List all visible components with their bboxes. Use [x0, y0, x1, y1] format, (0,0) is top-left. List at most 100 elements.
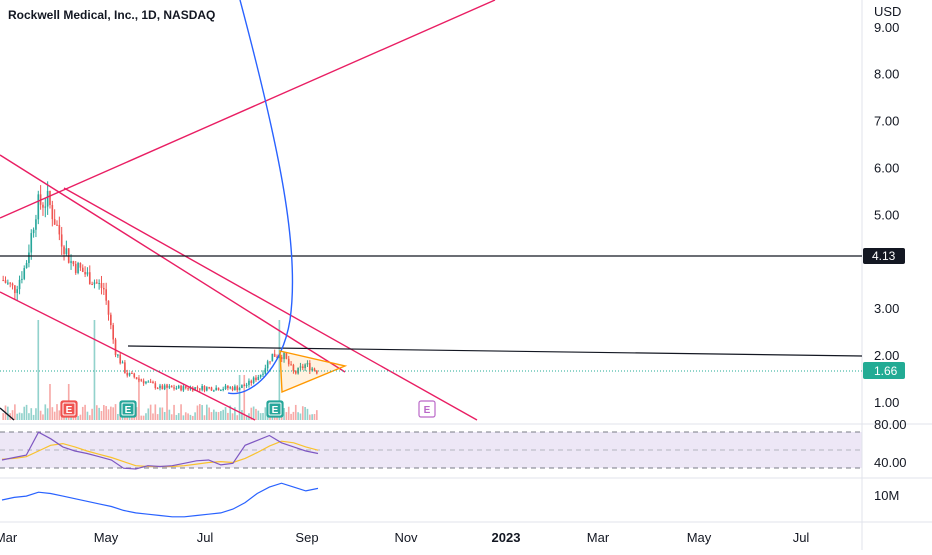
- pink-trendline-channel[interactable]: [63, 187, 478, 421]
- volume-bar: [2, 413, 4, 420]
- volume-bars: [2, 320, 318, 420]
- time-tick-7: May: [687, 530, 712, 545]
- volume-bar: [180, 404, 182, 420]
- candle-body: [138, 379, 140, 381]
- volume-bar: [266, 414, 269, 420]
- volume-bar: [91, 408, 93, 420]
- candle-body: [236, 386, 239, 391]
- volume-bar: [114, 404, 117, 420]
- candle-body: [301, 366, 304, 369]
- volume-bar: [163, 411, 166, 420]
- candle-body: [60, 234, 63, 247]
- rsi-band: [0, 432, 862, 468]
- volume-bar: [262, 413, 264, 420]
- candle-body: [299, 366, 302, 368]
- volume-bar: [100, 411, 103, 420]
- earnings-label-2: E: [272, 405, 279, 416]
- volume-bar: [105, 406, 107, 420]
- candle-body: [184, 386, 187, 389]
- rsi-tick-0: 80.00: [874, 417, 907, 432]
- time-tick-2: Jul: [197, 530, 214, 545]
- candle-body: [273, 353, 276, 357]
- candle-body: [114, 339, 117, 356]
- volume-bar: [213, 409, 215, 420]
- candle-body: [210, 387, 213, 391]
- candle-body: [86, 272, 89, 275]
- earnings-marker-3[interactable]: E: [418, 400, 436, 418]
- volume-bar: [236, 415, 239, 420]
- candle-body: [121, 362, 124, 364]
- volume-bar: [259, 413, 262, 420]
- candle-body: [245, 384, 248, 386]
- volume-bar: [313, 414, 316, 420]
- candle-body: [42, 204, 44, 208]
- volume-bar: [35, 408, 37, 420]
- candle-body: [196, 387, 199, 389]
- volume-bar: [53, 411, 56, 420]
- candles: [2, 181, 318, 393]
- volume-bar: [170, 414, 173, 420]
- volume-bar: [103, 405, 105, 420]
- price-tick-5: 3.00: [874, 301, 899, 316]
- candle-body: [306, 363, 309, 365]
- volume-bar: [283, 408, 285, 420]
- candle-body: [269, 361, 271, 363]
- volume-bar: [297, 412, 299, 420]
- candle-body: [91, 284, 93, 286]
- volume-bar: [222, 409, 225, 420]
- time-tick-3: Sep: [295, 530, 318, 545]
- candle-body: [4, 280, 7, 283]
- chart-title-text: Rockwell Medical, Inc., 1D, NASDAQ: [8, 8, 216, 22]
- candle-body: [107, 300, 110, 315]
- currency-label: USD: [874, 4, 901, 19]
- volume-bar: [14, 404, 16, 420]
- candle-body: [287, 358, 290, 365]
- black-trendline-left[interactable]: [0, 407, 15, 421]
- volume-ticks: 10M: [874, 488, 899, 503]
- earnings-marker-1[interactable]: E: [119, 400, 137, 418]
- volume-bar: [285, 412, 288, 420]
- blue-arc-curve[interactable]: [227, 0, 294, 395]
- candle-body: [156, 388, 159, 390]
- candle-body: [35, 219, 37, 230]
- volume-bar: [86, 411, 89, 420]
- volume-bar: [210, 412, 213, 420]
- earnings-marker-0[interactable]: E: [60, 400, 78, 418]
- volume-bar: [217, 412, 220, 420]
- volume-bar: [241, 410, 243, 420]
- candle-body: [117, 354, 119, 356]
- volume-bar: [51, 407, 54, 420]
- candle-body: [49, 190, 51, 206]
- candle-body: [194, 387, 196, 391]
- volume-bar: [110, 406, 112, 420]
- volume-bar: [290, 413, 292, 420]
- candle-body: [53, 219, 56, 225]
- black-resistance-line[interactable]: [127, 345, 863, 357]
- volume-bar: [294, 404, 297, 420]
- volume-bar: [16, 413, 19, 420]
- volume-bar: [79, 414, 82, 420]
- earnings-marker-2[interactable]: E: [266, 400, 284, 418]
- level-marker-tag: 4.13: [863, 248, 905, 264]
- volume-bar: [191, 415, 194, 420]
- candle-body: [316, 370, 318, 374]
- candle-body: [21, 278, 23, 280]
- volume-tick-0: 10M: [874, 488, 899, 503]
- candle-body: [168, 386, 171, 388]
- pink-trendline-descending-bottom[interactable]: [0, 291, 256, 421]
- volume-bar: [142, 415, 145, 420]
- volume-bar: [187, 413, 189, 420]
- volume-bar: [278, 320, 281, 420]
- candle-body: [163, 385, 166, 390]
- pink-trendline-descending-top[interactable]: [0, 154, 346, 373]
- candle-body: [119, 354, 122, 364]
- candle-body: [56, 224, 58, 226]
- rsi-ticks: 80.00 40.00: [874, 417, 907, 470]
- volume-bar: [196, 405, 199, 420]
- candle-body: [187, 388, 189, 390]
- candle-body: [145, 381, 147, 384]
- pink-trendline-upper-rising[interactable]: [0, 0, 496, 219]
- price-tick-4: 5.00: [874, 207, 899, 222]
